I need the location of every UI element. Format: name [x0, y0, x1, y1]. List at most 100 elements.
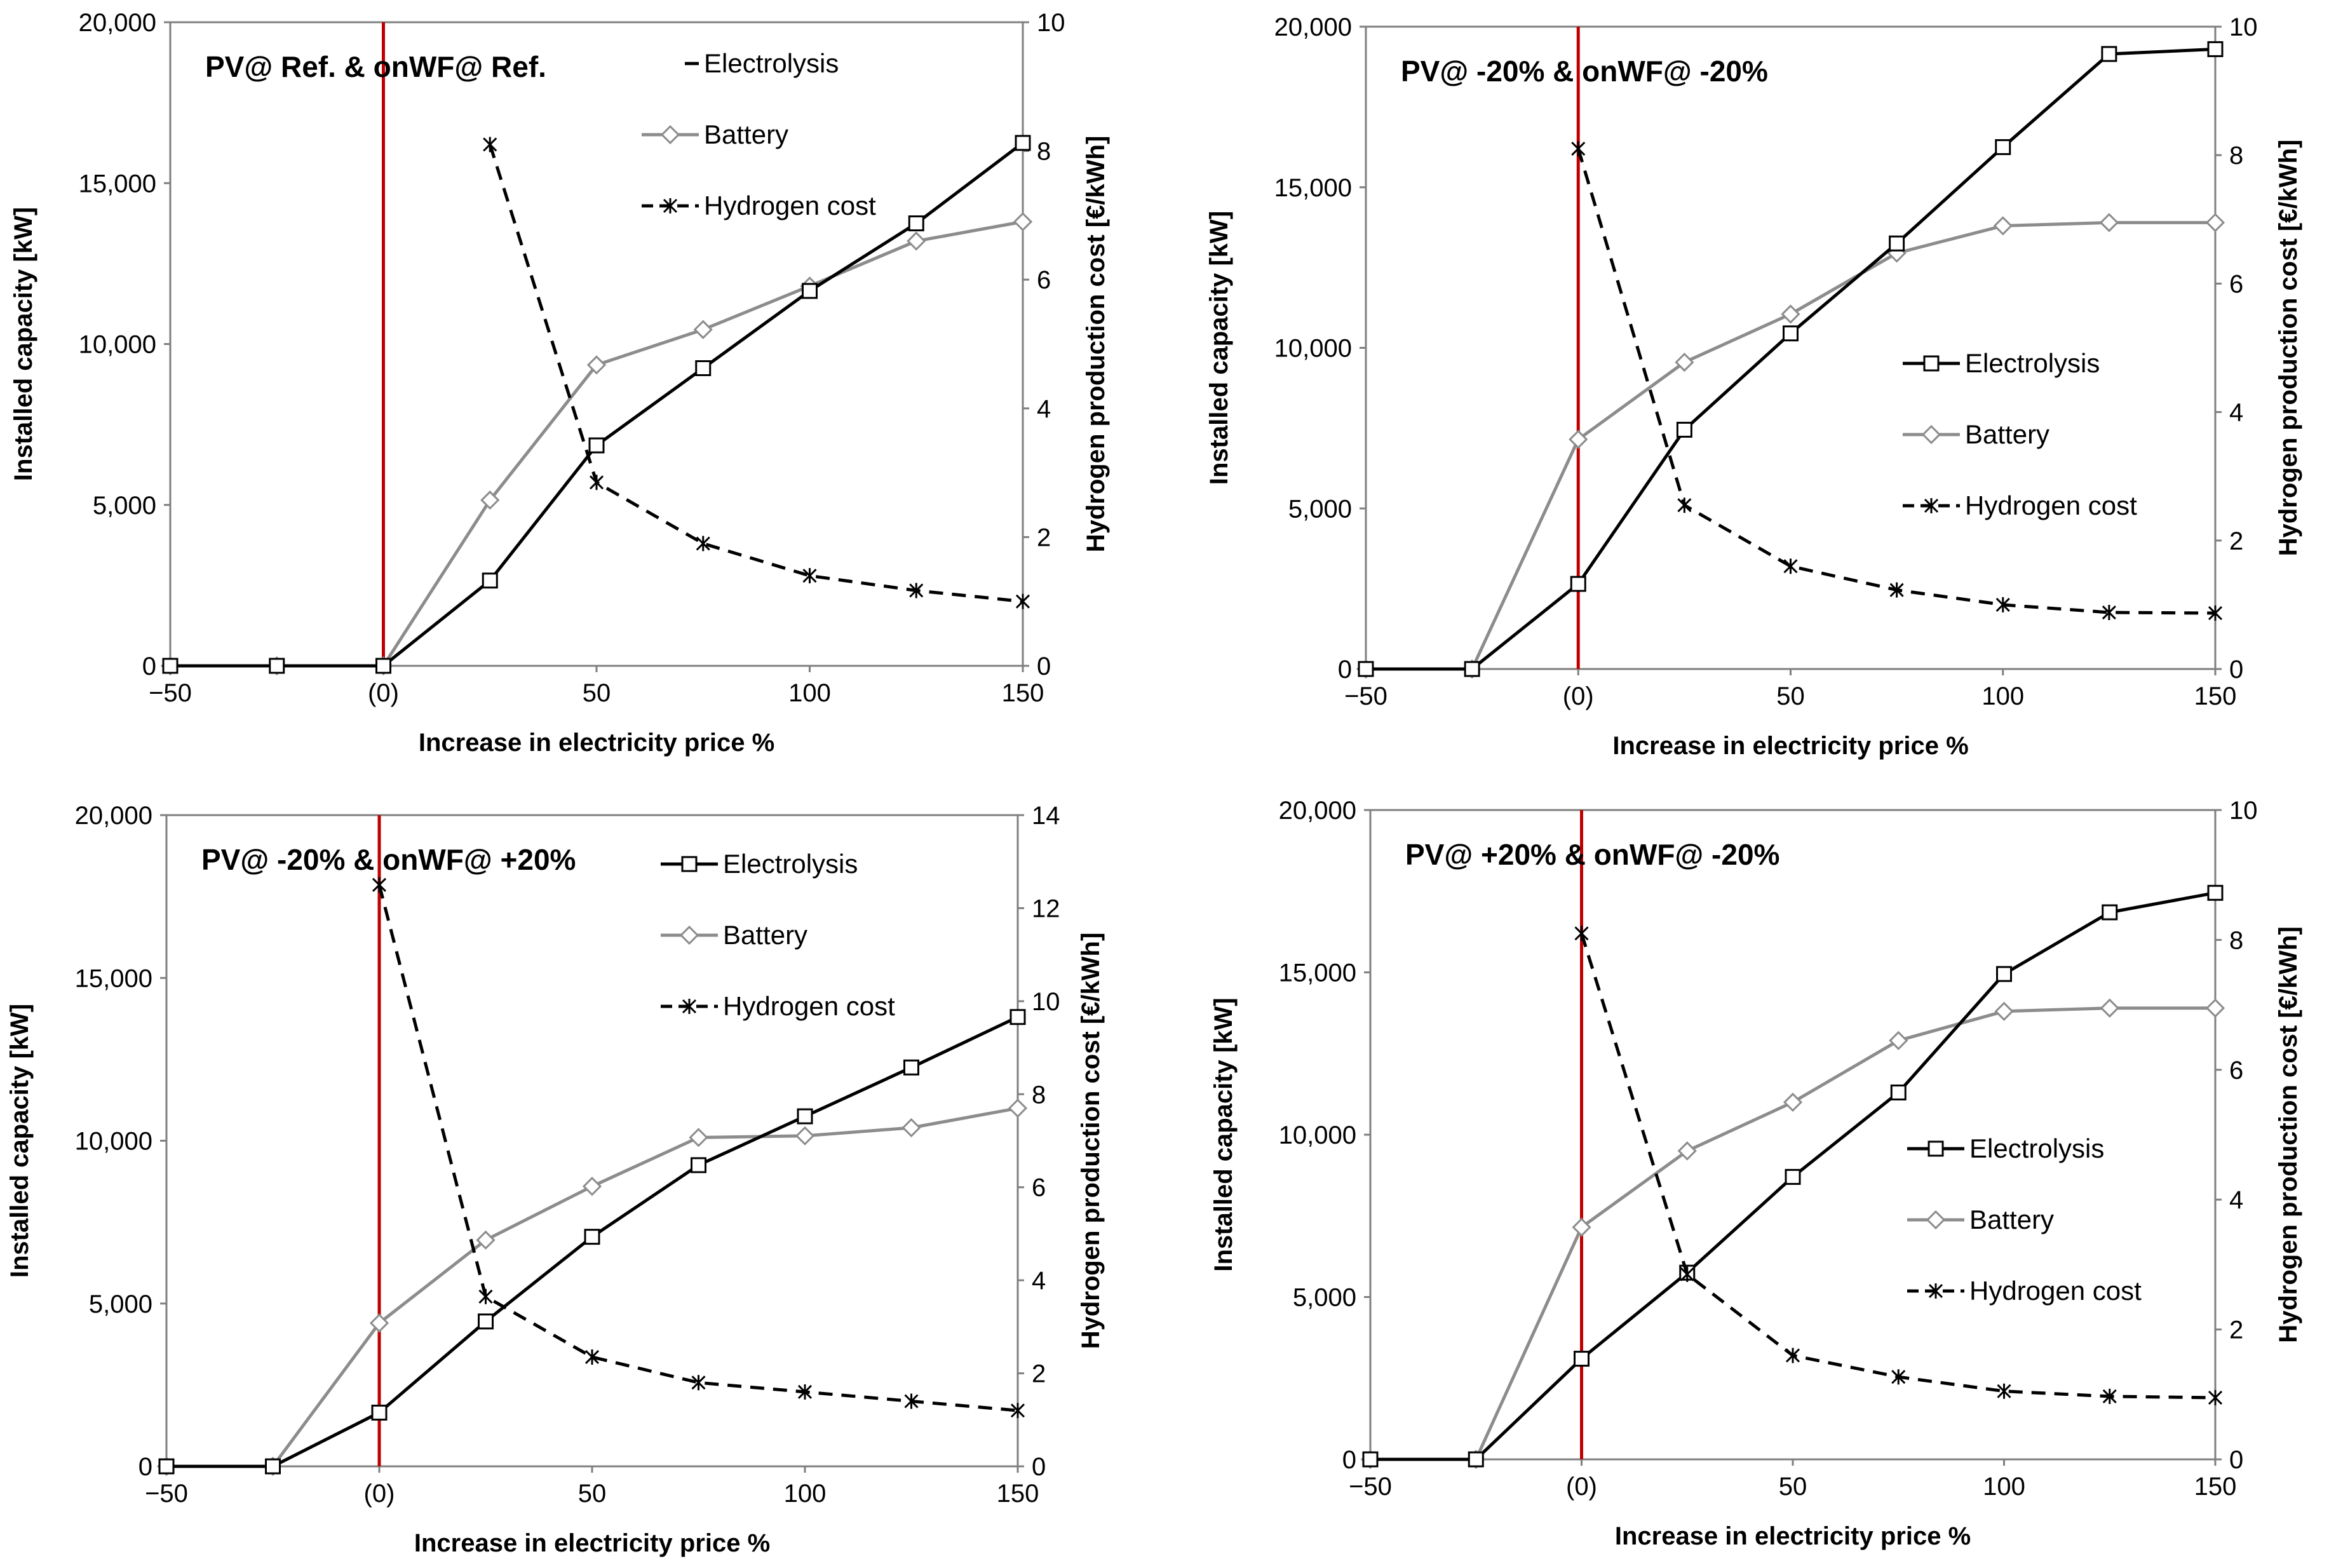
legend-label-battery: Battery — [1969, 1205, 2054, 1234]
y-tick-label: 10,000 — [75, 1128, 152, 1156]
y2-tick-label: 0 — [2229, 1446, 2243, 1474]
legend-marker-electrolysis — [1927, 1140, 1944, 1157]
data-point-hydrogen — [696, 536, 710, 551]
data-point-electrolysis — [695, 360, 712, 376]
x-tick-label: 100 — [788, 679, 831, 707]
legend-label-electrolysis: Electrolysis — [723, 849, 858, 879]
y2-tick-label: 2 — [2229, 527, 2243, 555]
data-point-battery — [2099, 213, 2119, 233]
y-tick-label: 15,000 — [1274, 174, 1352, 202]
data-point-battery — [1013, 212, 1033, 232]
data-point-battery — [1572, 1217, 1591, 1237]
y2-tick-label: 2 — [1032, 1360, 1046, 1388]
data-point-battery — [2100, 998, 2119, 1018]
x-tick-label: −50 — [145, 1480, 188, 1508]
data-point-electrolysis — [903, 1059, 919, 1076]
y-tick-label: 5,000 — [1288, 495, 1352, 523]
data-point-hydrogen — [1680, 1266, 1694, 1282]
y-axis-title: Installed capacity [kW] — [10, 207, 37, 481]
legend-label-battery: Battery — [704, 119, 788, 149]
data-point-electrolysis — [371, 1404, 388, 1421]
x-tick-label: (0) — [364, 1480, 395, 1508]
data-point-hydrogen — [1783, 558, 1798, 574]
data-point-hydrogen — [1571, 141, 1586, 157]
data-point-hydrogen — [802, 568, 817, 584]
y2-tick-label: 8 — [1037, 138, 1051, 166]
data-point-electrolysis — [269, 658, 285, 674]
data-point-hydrogen — [797, 1384, 813, 1400]
data-point-hydrogen — [1889, 582, 1904, 598]
legend-label-battery: Battery — [1965, 419, 2049, 449]
plot-area — [165, 814, 1019, 1468]
data-point-electrolysis — [1890, 1085, 1907, 1101]
data-point-battery — [693, 320, 713, 339]
data-point-electrolysis — [691, 1157, 706, 1173]
y2-tick-label: 0 — [2229, 656, 2243, 684]
legend-marker-electrolysis — [681, 856, 698, 872]
data-point-electrolysis — [802, 283, 818, 299]
legend-label-hydrogen: Hydrogen cost — [1965, 490, 2137, 520]
chart-panel-3: 0 5,000 10,000 15,000 20,000 0 2 4 6 8 10 12 14 −50 (0… — [6, 802, 1105, 1557]
y2-axis-title: Hydrogen production cost [€/kWh] — [1082, 136, 1110, 553]
x-tick-label: 100 — [784, 1480, 827, 1508]
data-point-electrolysis — [1358, 661, 1374, 677]
data-point-hydrogen — [589, 475, 604, 490]
chart-title: PV@ +20% & onWF@ -20% — [1405, 838, 1779, 871]
data-point-electrolysis — [1889, 235, 1905, 252]
data-point-electrolysis — [1574, 1351, 1590, 1367]
data-point-hydrogen — [372, 877, 387, 893]
data-point-electrolysis — [2207, 884, 2224, 901]
data-point-electrolysis — [1996, 966, 2012, 982]
x-tick-label: −50 — [149, 679, 192, 707]
data-point-battery — [1677, 1141, 1697, 1161]
data-point-electrolysis — [162, 658, 179, 674]
data-point-electrolysis — [584, 1229, 600, 1245]
data-point-battery — [582, 1177, 602, 1196]
y2-tick-label: 6 — [2229, 1057, 2243, 1085]
y-tick-label: 15,000 — [79, 170, 156, 198]
legend-label-battery: Battery — [723, 920, 807, 950]
x-tick-label: (0) — [1566, 1473, 1597, 1501]
data-point-battery — [689, 1128, 708, 1147]
y2-tick-label: 12 — [1032, 895, 1060, 923]
data-point-battery — [480, 490, 500, 510]
y2-axis-title: Hydrogen production cost [€/kWh] — [2274, 140, 2302, 557]
y2-tick-label: 8 — [2229, 142, 2243, 170]
y2-tick-label: 4 — [2229, 1186, 2243, 1214]
y-tick-label: 10,000 — [79, 331, 156, 359]
x-tick-label: 150 — [2194, 682, 2237, 710]
y2-axis-title: Hydrogen production cost [€/kWh] — [2274, 926, 2302, 1343]
y-tick-label: 5,000 — [89, 1290, 152, 1318]
x-tick-label: −50 — [1344, 682, 1387, 710]
data-point-hydrogen — [1997, 1383, 2011, 1399]
data-point-battery — [795, 1126, 815, 1146]
series-line-hydrogen — [1576, 148, 2216, 615]
x-tick-label: 150 — [997, 1480, 1039, 1508]
data-point-electrolysis — [158, 1458, 175, 1475]
y-tick-label: 20,000 — [75, 802, 152, 830]
y2-tick-label: 8 — [1032, 1081, 1046, 1109]
x-tick-label: 50 — [1776, 682, 1805, 710]
legend-marker-battery — [660, 125, 680, 145]
data-point-electrolysis — [1009, 1009, 1026, 1025]
data-point-electrolysis — [1468, 1451, 1484, 1468]
y2-tick-label: 2 — [1037, 524, 1051, 551]
y2-tick-label: 0 — [1037, 652, 1051, 680]
x-tick-label: 150 — [2194, 1473, 2237, 1501]
y2-tick-label: 0 — [1032, 1453, 1046, 1481]
y-tick-label: 5,000 — [1293, 1284, 1356, 1312]
data-point-battery — [1781, 304, 1800, 324]
data-point-electrolysis — [1464, 661, 1480, 677]
data-point-hydrogen — [2102, 605, 2116, 621]
x-tick-label: (0) — [1563, 682, 1594, 710]
x-tick-label: 50 — [1779, 1473, 1807, 1501]
y2-tick-label: 10 — [1032, 988, 1060, 1016]
data-point-hydrogen — [2102, 1388, 2117, 1404]
data-point-battery — [2205, 213, 2225, 233]
data-point-hydrogen — [2208, 605, 2223, 621]
legend-marker-hydrogen — [1928, 1283, 1943, 1299]
x-tick-label: 50 — [578, 1480, 607, 1508]
data-point-hydrogen — [478, 1288, 493, 1304]
data-point-hydrogen — [1995, 597, 2010, 612]
data-point-hydrogen — [904, 1393, 919, 1409]
